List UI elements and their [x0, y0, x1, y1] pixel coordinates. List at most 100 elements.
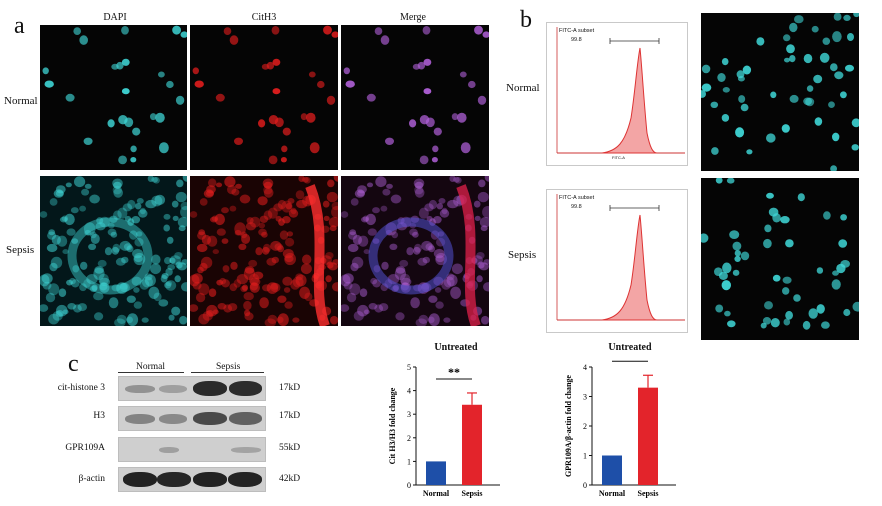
cell-nucleus: [354, 189, 365, 198]
cell-nucleus: [349, 229, 357, 236]
cell-nucleus: [438, 198, 446, 204]
cell-nucleus: [99, 216, 110, 228]
cell-nucleus: [126, 316, 133, 324]
cell-nucleus: [380, 35, 390, 45]
cell-nucleus: [84, 229, 91, 236]
cell-nucleus: [412, 231, 419, 238]
cell-nucleus: [816, 267, 824, 274]
cell-nucleus: [150, 263, 162, 275]
cell-nucleus: [121, 58, 130, 66]
x-tick-label: Normal: [599, 489, 626, 498]
cell-nucleus: [331, 31, 338, 38]
cell-nucleus: [482, 31, 489, 38]
cell-nucleus: [126, 245, 134, 253]
y-tick-label: 0: [407, 481, 411, 490]
cell-nucleus: [139, 279, 150, 290]
cell-nucleus: [282, 127, 291, 136]
cell-nucleus: [425, 243, 434, 251]
cell-nucleus: [171, 200, 179, 208]
cell-nucleus: [406, 247, 414, 256]
cell-nucleus: [116, 282, 128, 294]
cell-nucleus: [278, 218, 285, 226]
cell-nucleus: [45, 292, 56, 303]
cell-nucleus: [89, 194, 100, 204]
cell-nucleus: [343, 281, 353, 290]
cell-nucleus: [271, 26, 280, 35]
cell-nucleus: [714, 267, 723, 276]
cell-nucleus: [782, 276, 792, 284]
cell-nucleus: [112, 243, 121, 253]
cell-nucleus: [71, 238, 79, 244]
cell-nucleus: [174, 252, 183, 259]
cell-nucleus: [853, 13, 859, 18]
cell-nucleus: [145, 199, 157, 209]
cell-nucleus: [134, 255, 143, 263]
cell-nucleus: [108, 222, 115, 229]
cell-nucleus: [422, 256, 430, 264]
y-tick-label: 5: [407, 363, 411, 372]
cell-nucleus: [372, 279, 381, 288]
cell-nucleus: [172, 25, 182, 35]
blot-kd: 55kD: [279, 443, 301, 453]
cell-nucleus: [423, 88, 432, 95]
cell-nucleus: [122, 203, 133, 212]
cell-nucleus: [742, 65, 752, 75]
cell-nucleus: [409, 119, 417, 128]
cell-nucleus: [262, 284, 272, 292]
cell-nucleus: [701, 64, 711, 74]
cell-nucleus: [141, 317, 149, 323]
cell-nucleus: [65, 182, 72, 188]
cell-nucleus: [151, 254, 161, 265]
flow-histogram-normal: FITC-A subset 99.8 FITC-A: [546, 22, 688, 166]
cell-nucleus: [133, 252, 146, 266]
x-tick-label: Normal: [423, 489, 450, 498]
cell-nucleus: [353, 311, 364, 321]
cell-nucleus: [317, 80, 325, 89]
cell-nucleus: [477, 191, 489, 203]
cell-nucleus: [190, 274, 200, 287]
cell-nucleus: [284, 255, 294, 263]
cell-nucleus: [782, 287, 790, 295]
cell-nucleus: [763, 238, 772, 249]
cell-nucleus: [721, 58, 729, 66]
cell-nucleus: [263, 181, 273, 189]
cell-nucleus: [412, 63, 421, 70]
cell-nucleus: [390, 194, 402, 204]
cell-nucleus: [272, 58, 281, 66]
cell-nucleus: [66, 279, 73, 286]
cell-nucleus: [229, 205, 237, 212]
cell-nucleus: [794, 15, 804, 24]
cell-nucleus: [363, 309, 370, 315]
cell-nucleus: [121, 88, 130, 95]
cell-nucleus: [302, 176, 309, 183]
cell-nucleus: [811, 25, 819, 33]
cell-nucleus: [283, 287, 291, 293]
cell-nucleus: [446, 273, 455, 281]
cell-nucleus: [740, 251, 750, 261]
cell-nucleus: [104, 247, 113, 256]
cell-nucleus: [118, 155, 127, 165]
cell-nucleus: [341, 211, 349, 218]
cell-nucleus: [165, 268, 173, 276]
cell-nucleus: [91, 284, 98, 291]
cell-nucleus: [243, 292, 254, 301]
cell-nucleus: [828, 101, 835, 108]
cell-nucleus: [474, 215, 481, 221]
cell-nucleus: [304, 292, 313, 302]
cell-nucleus: [711, 147, 719, 155]
cell-nucleus: [414, 181, 424, 189]
blot-label: GPR109A: [65, 443, 105, 453]
cell-nucleus: [94, 266, 104, 274]
cell-nucleus: [478, 262, 489, 271]
cell-nucleus: [432, 145, 439, 153]
cell-nucleus: [121, 26, 129, 35]
cell-nucleus: [235, 183, 242, 189]
y-axis-label: GPR109A/β-actin fold change: [564, 375, 573, 477]
cell-nucleus: [399, 273, 411, 285]
flow-x-axis-label: FITC-A: [612, 155, 625, 160]
cell-nucleus: [277, 313, 289, 326]
cell-nucleus: [127, 218, 135, 226]
cell-nucleus: [113, 210, 122, 220]
cell-nucleus: [158, 71, 165, 78]
cell-nucleus: [721, 280, 731, 291]
